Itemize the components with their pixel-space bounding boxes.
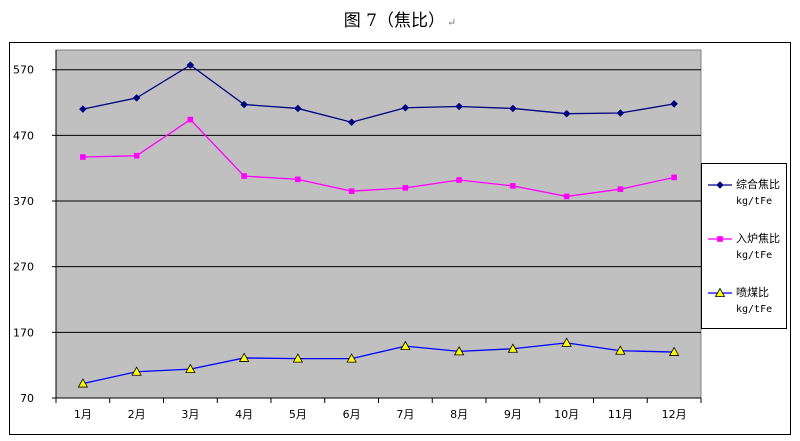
legend-series-name: 综合焦比	[736, 178, 780, 191]
data-point	[294, 104, 302, 113]
data-point	[348, 188, 355, 194]
data-point	[507, 343, 519, 353]
data-point	[133, 152, 140, 159]
legend-series-unit: kg/tFe	[736, 196, 773, 207]
data-point	[185, 363, 196, 374]
legend-swatch	[708, 181, 732, 189]
legend-series-name: 入炉焦比	[736, 232, 780, 245]
data-point	[563, 193, 570, 200]
data-point	[346, 353, 357, 363]
data-point	[456, 177, 462, 183]
x-tick-label: 10月	[554, 408, 579, 421]
legend-series-name: 喷煤比	[736, 286, 769, 299]
legend-swatch	[708, 287, 732, 297]
chart-caption: 图 7（焦比） ↵	[0, 6, 800, 31]
data-point	[187, 116, 194, 123]
data-point	[131, 366, 142, 376]
data-point	[668, 346, 680, 356]
data-point	[671, 174, 677, 181]
series-line	[82, 118, 675, 198]
data-point	[77, 378, 89, 388]
data-point	[292, 353, 304, 363]
data-point	[132, 94, 141, 102]
legend-series-unit: kg/tFe	[736, 304, 773, 315]
legend-marker	[716, 181, 724, 189]
data-point	[509, 104, 517, 113]
x-tick-label: 5月	[289, 408, 307, 421]
legend-item: 喷煤比 kg/tFe	[706, 286, 786, 322]
x-tick-label: 12月	[662, 408, 687, 421]
y-tick-label: 270	[13, 261, 34, 274]
data-point	[561, 337, 572, 347]
x-tick-label: 4月	[235, 408, 253, 421]
data-point	[79, 105, 87, 113]
x-tick-label: 2月	[128, 408, 146, 421]
legend-marker	[714, 287, 726, 297]
x-tick-label: 3月	[181, 408, 199, 421]
y-tick-label: 170	[13, 326, 34, 339]
legend-swatch	[708, 236, 732, 242]
y-tick-label: 470	[13, 129, 34, 142]
plot-background	[55, 49, 702, 399]
series-line	[82, 64, 675, 123]
data-point	[616, 109, 625, 117]
data-point	[241, 173, 247, 179]
data-point	[510, 183, 516, 189]
data-point	[295, 176, 301, 183]
data-point	[670, 99, 678, 108]
y-tick-label: 70	[20, 392, 34, 405]
legend-item: 综合焦比 kg/tFe	[706, 178, 786, 214]
data-point	[186, 61, 195, 69]
series-line	[82, 342, 675, 385]
y-tick-label: 570	[13, 64, 34, 77]
paragraph-mark-icon: ↵	[447, 16, 457, 29]
x-tick-label: 11月	[608, 408, 633, 421]
legend-series-unit: kg/tFe	[736, 250, 773, 261]
data-point	[615, 345, 626, 355]
data-point	[238, 352, 250, 362]
x-tick-label: 8月	[450, 408, 468, 421]
data-point	[617, 186, 624, 192]
chart-legend: 综合焦比 kg/tFe 入炉焦比 kg/tFe 喷煤比 kg/tFe	[701, 163, 787, 329]
data-point	[400, 340, 411, 351]
data-point	[455, 102, 463, 111]
legend-item: 入炉焦比 kg/tFe	[706, 232, 786, 268]
x-tick-label: 9月	[504, 408, 522, 421]
legend-marker	[717, 236, 723, 242]
data-point	[453, 346, 465, 356]
data-point	[240, 100, 248, 109]
data-point	[80, 154, 86, 160]
chart-title: 图 7（焦比）	[343, 11, 445, 31]
data-point	[401, 103, 410, 112]
data-point	[347, 118, 356, 127]
data-point	[402, 185, 409, 191]
x-tick-label: 7月	[396, 408, 414, 421]
x-tick-label: 6月	[343, 408, 361, 421]
y-tick-label: 370	[13, 195, 34, 208]
x-tick-label: 1月	[74, 408, 92, 421]
data-point	[562, 109, 571, 118]
